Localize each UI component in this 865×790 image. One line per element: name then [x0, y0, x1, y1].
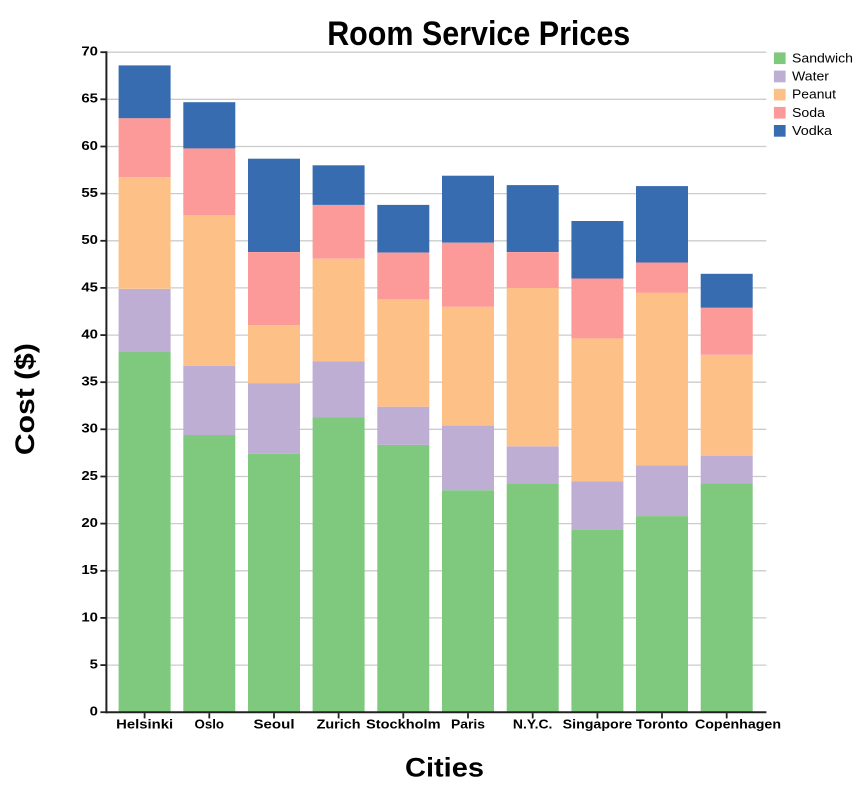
svg-text:Copenhagen: Copenhagen	[695, 717, 781, 732]
svg-text:Cost ($): Cost ($)	[10, 343, 40, 455]
svg-text:Peanut: Peanut	[792, 87, 836, 102]
svg-text:Stockholm: Stockholm	[366, 717, 441, 732]
svg-text:30: 30	[81, 421, 98, 436]
svg-text:65: 65	[81, 91, 98, 106]
svg-text:50: 50	[81, 232, 98, 247]
svg-text:60: 60	[81, 138, 98, 153]
svg-text:Oslo: Oslo	[195, 717, 225, 732]
svg-text:Cities: Cities	[405, 753, 484, 783]
svg-text:15: 15	[81, 562, 98, 577]
svg-text:Water: Water	[792, 68, 830, 83]
svg-text:35: 35	[81, 374, 98, 389]
svg-text:70: 70	[81, 44, 98, 59]
svg-text:5: 5	[90, 657, 99, 672]
svg-text:0: 0	[90, 704, 98, 719]
svg-text:10: 10	[81, 609, 98, 624]
svg-text:Paris: Paris	[451, 717, 485, 732]
svg-text:Room Service Prices: Room Service Prices	[327, 15, 630, 53]
svg-text:Singapore: Singapore	[563, 717, 633, 732]
svg-text:Soda: Soda	[792, 105, 826, 120]
svg-text:25: 25	[81, 468, 98, 483]
svg-text:Vodka: Vodka	[792, 123, 833, 138]
svg-text:Zurich: Zurich	[317, 717, 361, 732]
svg-text:Sandwich: Sandwich	[792, 50, 853, 65]
svg-text:45: 45	[81, 279, 98, 294]
svg-text:N.Y.C.: N.Y.C.	[513, 717, 553, 732]
svg-text:55: 55	[81, 185, 98, 200]
svg-text:40: 40	[81, 327, 98, 342]
svg-text:Seoul: Seoul	[254, 717, 295, 732]
svg-text:Helsinki: Helsinki	[116, 717, 173, 732]
svg-text:20: 20	[81, 515, 98, 530]
svg-text:Toronto: Toronto	[636, 717, 688, 732]
